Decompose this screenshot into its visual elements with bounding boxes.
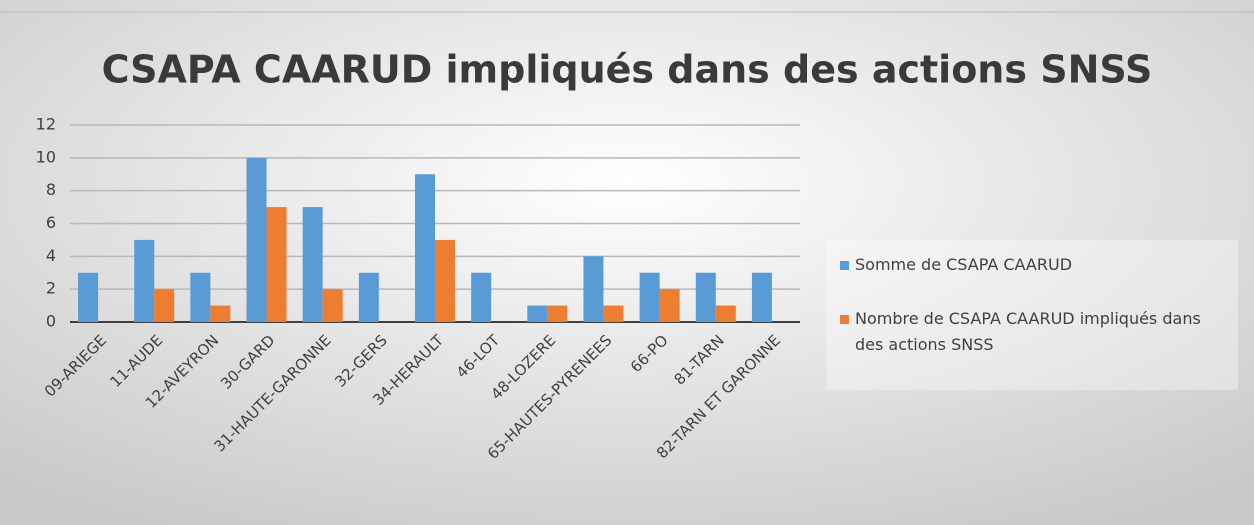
bar (322, 289, 343, 322)
y-tick-label: 12 (36, 115, 56, 134)
bar (547, 305, 568, 322)
bar (415, 174, 435, 322)
bar (659, 289, 680, 322)
bar (358, 272, 379, 322)
y-tick-label: 10 (36, 147, 56, 166)
legend-label: Nombre de CSAPA CAARUD impliqués dans de… (855, 309, 1201, 354)
bar (190, 272, 211, 322)
legend-item: Somme de CSAPA CAARUD (840, 252, 1224, 278)
bar (134, 239, 155, 322)
y-tick-label: 2 (46, 279, 56, 298)
bar (603, 305, 624, 322)
y-tick-label: 4 (46, 246, 56, 265)
bar (435, 239, 455, 322)
bar (751, 272, 772, 322)
legend-swatch (840, 315, 849, 324)
bar (715, 305, 736, 322)
legend-swatch (840, 261, 849, 270)
y-tick-label: 8 (46, 180, 56, 199)
bar (527, 305, 548, 322)
bar (210, 305, 231, 322)
legend: Somme de CSAPA CAARUD Nombre de CSAPA CAA… (826, 240, 1238, 390)
y-tick-label: 6 (46, 213, 56, 232)
bar (154, 289, 175, 322)
bar (246, 157, 267, 322)
bar (583, 256, 604, 322)
legend-label: Somme de CSAPA CAARUD (855, 255, 1073, 274)
bar (471, 272, 492, 322)
bar (78, 272, 99, 322)
bar (266, 207, 287, 322)
bar (302, 207, 323, 322)
bar (695, 272, 716, 322)
bar (639, 272, 660, 322)
chart-title: CSAPA CAARUD impliqués dans des actions … (102, 48, 1153, 92)
legend-item: Nombre de CSAPA CAARUD impliqués dans de… (840, 306, 1224, 358)
y-tick-label: 0 (46, 312, 56, 331)
